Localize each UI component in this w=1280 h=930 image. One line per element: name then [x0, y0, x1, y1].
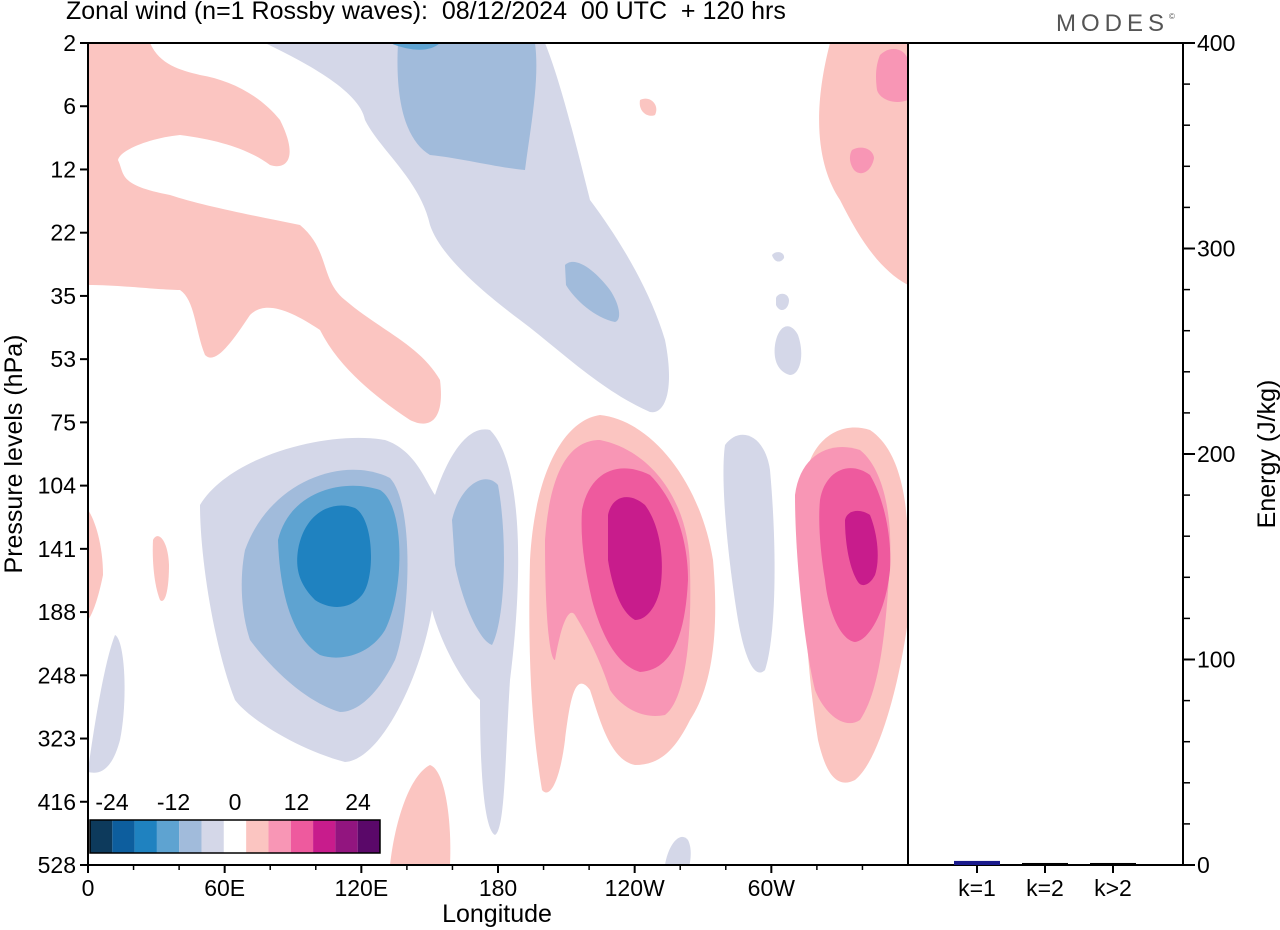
- y-tick-label: 141: [38, 536, 76, 562]
- x-tick-label: 0: [82, 875, 95, 901]
- energy-axis: 0 100 200 300 400: [1183, 30, 1235, 878]
- x-tick-label: 120W: [605, 875, 665, 901]
- bar-k=1: [954, 860, 1000, 865]
- colorbar-label: 12: [284, 789, 310, 815]
- bar-category-label: k=2: [1026, 875, 1064, 901]
- bar-k=2: [1022, 862, 1068, 865]
- contour-pos-5: [88, 43, 441, 424]
- colorbar-swatch: [134, 820, 157, 853]
- chart-title: Zonal wind (n=1 Rossby waves): 08/12/202…: [66, 0, 786, 25]
- y-tick-label: 53: [50, 346, 76, 372]
- contour-neg-5: [776, 293, 789, 311]
- colorbar-label: 0: [229, 789, 242, 815]
- colorbar-label: 24: [345, 789, 371, 815]
- colorbar-swatch: [90, 820, 113, 853]
- contour-neg-15: [390, 43, 440, 50]
- colorbar-label: -24: [95, 789, 128, 815]
- energy-tick-label: 400: [1197, 30, 1235, 56]
- colorbar-swatch: [268, 820, 291, 853]
- colorbar-swatch: [156, 820, 180, 853]
- y-tick-label: 323: [38, 726, 76, 752]
- contour-neg-20: [297, 505, 372, 607]
- colorbar-swatch: [112, 820, 135, 853]
- colorbar-swatch: [335, 820, 358, 853]
- x-tick-label: 120E: [334, 875, 388, 901]
- energy-tick-label: 300: [1197, 236, 1235, 262]
- brand-logo: MODES©: [1056, 10, 1175, 38]
- y-tick-label: 2: [63, 30, 76, 56]
- contour-pos-20: [845, 510, 878, 586]
- colorbar-swatch: [246, 820, 269, 853]
- colorbar-swatch: [290, 820, 314, 853]
- x-axis-title: Longitude: [442, 900, 552, 928]
- bar-k>2: [1090, 862, 1136, 865]
- colorbar-swatch: [357, 820, 380, 853]
- colorbar-frame: [89, 819, 381, 854]
- contour-neg-5: [665, 836, 691, 865]
- x-tick-label: 60E: [204, 875, 245, 901]
- contour-neg-10: [565, 261, 620, 322]
- colorbar: -24 -12 0 12 24: [89, 789, 381, 854]
- x-tick-label: 60W: [748, 875, 796, 901]
- y-tick-label: 75: [50, 409, 76, 435]
- contour-neg-10: [397, 43, 537, 170]
- x-axis: 0 60E 120E 180 120W 60W: [82, 865, 864, 901]
- contour-neg-5: [265, 43, 670, 413]
- energy-tick-label: 200: [1197, 441, 1235, 467]
- contour-neg-5: [774, 326, 802, 375]
- energy-axis-title: Energy (J/kg): [1253, 380, 1280, 529]
- y-tick-label: 248: [38, 662, 76, 688]
- contour-field: [88, 43, 908, 865]
- contour-pos-20: [608, 497, 662, 620]
- brand-text: MODES: [1056, 10, 1170, 37]
- bar-category-label: k>2: [1094, 875, 1132, 901]
- colorbar-swatch: [179, 820, 202, 853]
- y-tick-label: 416: [38, 789, 76, 815]
- contour-pos-5: [390, 765, 451, 865]
- y-tick-label: 12: [50, 156, 76, 182]
- colorbar-label: -12: [157, 789, 190, 815]
- y-axis-title: Pressure levels (hPa): [0, 335, 28, 574]
- contour-pos-5: [639, 98, 657, 116]
- brand-mark: ©: [1169, 12, 1175, 21]
- y-tick-label: 22: [50, 220, 76, 246]
- contour-neg-5: [723, 434, 775, 673]
- contour-pos-10: [876, 48, 908, 102]
- contour-pos-5: [152, 536, 169, 601]
- contour-pos-5: [88, 510, 103, 620]
- energy-tick-label: 100: [1197, 647, 1235, 673]
- x-tick-label: 180: [479, 875, 517, 901]
- colorbar-swatch: [313, 820, 336, 853]
- y-tick-label: 6: [63, 93, 76, 119]
- colorbar-swatch: [223, 820, 247, 853]
- y-tick-label: 188: [38, 599, 76, 625]
- y-axis: 2 6 12 22 35 53 75 104 141 188 248 323 416 528: [38, 30, 88, 878]
- contour-pos-10: [849, 147, 874, 174]
- bar-category-label: k=1: [958, 875, 996, 901]
- energy-tick-label: 0: [1197, 852, 1210, 878]
- y-tick-label: 104: [38, 473, 77, 499]
- contour-neg-5: [772, 252, 785, 262]
- y-tick-label: 528: [38, 852, 76, 878]
- energy-bars: k=1 k=2 k>2: [954, 860, 1136, 901]
- contour-neg-10: [452, 479, 504, 645]
- y-tick-label: 35: [50, 283, 76, 309]
- contour-neg-5: [88, 635, 125, 773]
- colorbar-swatch: [201, 820, 224, 853]
